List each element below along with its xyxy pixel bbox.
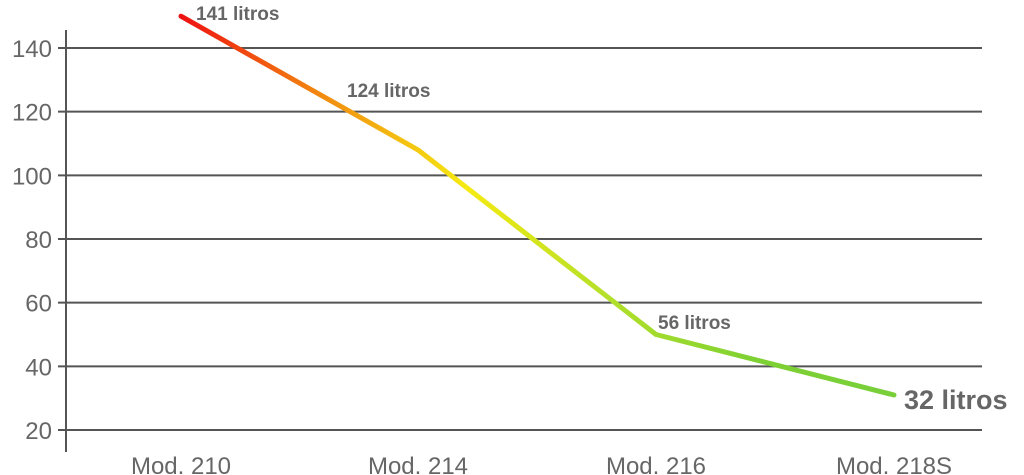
x-tick-label-0: Mod. 210	[131, 453, 231, 475]
data-label-2: 56 litros	[658, 313, 731, 334]
data-label-0: 141 litros	[196, 4, 279, 25]
x-tick-label-1: Mod. 214	[368, 453, 468, 475]
y-tick-label-120: 120	[12, 100, 52, 127]
grid-lines	[58, 47, 982, 431]
y-tick-labels: 20 40 60 80 100 120 140	[12, 36, 52, 445]
y-tick-label-40: 40	[25, 354, 52, 381]
y-tick-label-60: 60	[25, 291, 52, 318]
x-tick-label-2: Mod. 216	[606, 453, 706, 475]
x-tick-label-3: Mod. 218S	[836, 453, 952, 475]
x-tick-labels: Mod. 210 Mod. 214 Mod. 216 Mod. 218S	[131, 453, 952, 475]
y-tick-label-140: 140	[12, 36, 52, 63]
y-tick-label-100: 100	[12, 163, 52, 190]
data-labels: 141 litros 124 litros 56 litros 32 litros	[196, 4, 1008, 415]
data-label-3: 32 litros	[904, 385, 1008, 415]
data-label-1: 124 litros	[347, 81, 430, 102]
y-tick-label-80: 80	[25, 227, 52, 254]
y-tick-label-20: 20	[25, 418, 52, 445]
series-line	[178, 13, 897, 398]
